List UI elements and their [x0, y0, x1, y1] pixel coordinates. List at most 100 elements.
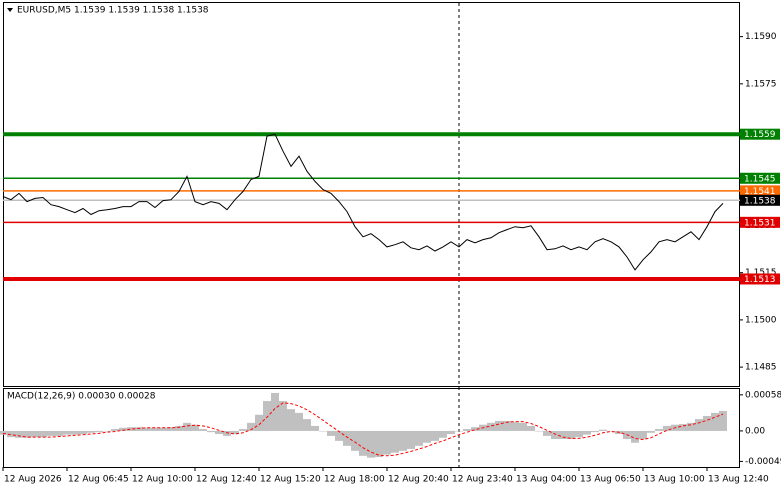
macd-bar — [663, 425, 671, 431]
macd-bar — [447, 430, 455, 435]
level-label: 1.1541 — [744, 187, 776, 197]
macd-bar — [719, 411, 727, 431]
macd-bar — [567, 430, 575, 440]
macd-bar — [303, 419, 311, 431]
main-panel — [3, 2, 740, 387]
macd-bar — [119, 427, 127, 431]
x-tick-label: 12 Aug 12:40 — [196, 475, 257, 485]
x-tick-label: 13 Aug 10:00 — [644, 475, 705, 485]
y-tick-label: 1.1515 — [745, 268, 777, 278]
macd-bar — [367, 430, 375, 458]
level-label: 1.1513 — [744, 275, 776, 285]
macd-bar — [311, 425, 319, 431]
macd-bar — [143, 427, 151, 431]
level-label-bg — [740, 216, 780, 228]
macd-bar — [495, 420, 503, 431]
x-tick-label: 12 Aug 18:00 — [324, 475, 385, 485]
y-tick-label: 1.1485 — [745, 363, 777, 373]
macd-bar — [7, 430, 15, 438]
macd-bar — [71, 430, 79, 435]
macd-bar — [591, 430, 599, 433]
macd-bar — [359, 430, 367, 456]
macd-bar — [23, 430, 31, 438]
y-tick-label: -0.00049 — [745, 457, 781, 467]
level-label: 1.1538 — [744, 196, 776, 206]
macd-bar — [471, 427, 479, 431]
macd-bar — [319, 430, 327, 432]
x-tick-label: 13 Aug 04:00 — [516, 475, 577, 485]
x-tick-label: 12 Aug 15:20 — [260, 475, 321, 485]
macd-bar — [399, 430, 407, 451]
macd-bar — [127, 427, 135, 431]
macd-bar — [63, 430, 71, 435]
menu-icon — [7, 8, 13, 12]
macd-bar — [631, 430, 639, 443]
macd-bar — [415, 430, 423, 446]
macd-bar — [679, 424, 687, 431]
macd-bar — [407, 430, 415, 449]
x-tick-label: 13 Aug 12:40 — [708, 475, 769, 485]
macd-bar — [655, 429, 663, 431]
macd-bar — [431, 430, 439, 441]
x-tick-label: 12 Aug 06:45 — [68, 475, 129, 485]
y-tick-label: 0.00058 — [745, 390, 781, 400]
y-tick-label: 1.1575 — [745, 79, 777, 89]
macd-bar — [159, 427, 167, 431]
macd-bar — [279, 401, 287, 431]
macd-panel — [3, 388, 740, 468]
price-line — [2, 133, 724, 271]
macd-bar — [383, 430, 391, 455]
level-label-bg — [740, 273, 780, 285]
macd-bar — [103, 430, 111, 432]
macd-bar — [527, 425, 535, 431]
macd-bar — [55, 430, 63, 436]
macd-bar — [343, 430, 351, 446]
macd-bar — [463, 429, 471, 431]
macd-title: MACD(12,26,9) 0.00030 0.00028 — [7, 392, 156, 402]
level-label: 1.1531 — [744, 218, 776, 228]
signal-line — [2, 402, 724, 457]
x-tick-label: 13 Aug 06:50 — [580, 475, 641, 485]
level-label-bg — [740, 194, 780, 206]
level-label-bg — [740, 172, 780, 184]
macd-bar — [191, 424, 199, 431]
macd-bar — [511, 422, 519, 431]
macd-bar — [711, 412, 719, 431]
macd-bar — [543, 430, 551, 436]
y-tick-label: 1.1590 — [745, 32, 777, 42]
macd-bar — [327, 430, 335, 436]
macd-bar — [255, 414, 263, 431]
macd-bar — [111, 429, 119, 431]
macd-bar — [175, 425, 183, 431]
macd-bar — [695, 419, 703, 431]
chart-title: EURUSD,M5 1.1539 1.1539 1.1538 1.1538 — [17, 6, 209, 16]
macd-bar — [151, 427, 159, 431]
macd-bar — [423, 430, 431, 443]
macd-bar — [287, 409, 295, 431]
x-tick-label: 12 Aug 10:00 — [132, 475, 193, 485]
macd-bar — [135, 427, 143, 431]
level-label-bg — [740, 128, 780, 140]
macd-bar — [295, 412, 303, 431]
macd-bar — [167, 427, 175, 431]
macd-bar — [455, 430, 463, 432]
macd-bar — [519, 422, 527, 431]
x-tick-label: 12 Aug 2026 — [4, 475, 62, 485]
macd-bar — [559, 430, 567, 440]
macd-bar — [535, 430, 543, 432]
macd-bar — [199, 429, 207, 431]
macd-bar — [39, 430, 47, 438]
macd-bar — [215, 430, 223, 435]
macd-bar — [207, 430, 215, 433]
macd-bar — [647, 430, 655, 433]
macd-bar — [247, 422, 255, 431]
macd-bar — [583, 430, 591, 435]
macd-bar — [639, 430, 647, 440]
macd-bar — [607, 430, 615, 432]
macd-bar — [599, 429, 607, 431]
x-tick-label: 12 Aug 20:40 — [388, 475, 449, 485]
macd-bar — [687, 422, 695, 431]
macd-bar — [575, 430, 583, 438]
macd-bar — [79, 430, 87, 435]
